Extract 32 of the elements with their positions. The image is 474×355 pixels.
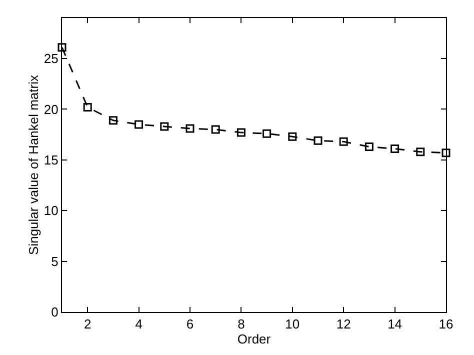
y-tick-label: 5: [51, 254, 58, 269]
point: [442, 148, 450, 158]
y-tick-label: 0: [51, 304, 58, 320]
y-tick-label: 25: [44, 51, 58, 66]
x-tick-label: 16: [438, 316, 454, 332]
point: [108, 116, 118, 125]
point: [364, 142, 374, 151]
x-tick-label: 12: [336, 316, 351, 332]
point: [416, 148, 425, 156]
point: [262, 129, 272, 138]
point: [134, 120, 144, 129]
y-tick-label: 15: [44, 152, 58, 168]
point: [186, 124, 194, 133]
point: [314, 136, 322, 145]
x-axis-title: Order: [237, 332, 272, 347]
point: [211, 125, 220, 134]
y-tick-label: 10: [44, 203, 58, 218]
x-tick-label: 8: [238, 316, 245, 332]
point: [236, 128, 246, 137]
x-tick-label: 14: [388, 316, 402, 332]
point: [83, 102, 92, 112]
point: [58, 43, 66, 52]
x-tick-label: 10: [285, 316, 300, 332]
x-tick-label: 6: [186, 316, 194, 332]
point: [390, 144, 400, 154]
point: [339, 137, 348, 146]
point: [288, 132, 297, 141]
point: [160, 122, 169, 131]
y-tick-label: 20: [44, 102, 58, 117]
x-tick-label: 2: [84, 316, 92, 332]
y-axis-title: Singular value of Hankel matrix: [26, 74, 41, 255]
x-tick-label: 4: [135, 316, 142, 332]
